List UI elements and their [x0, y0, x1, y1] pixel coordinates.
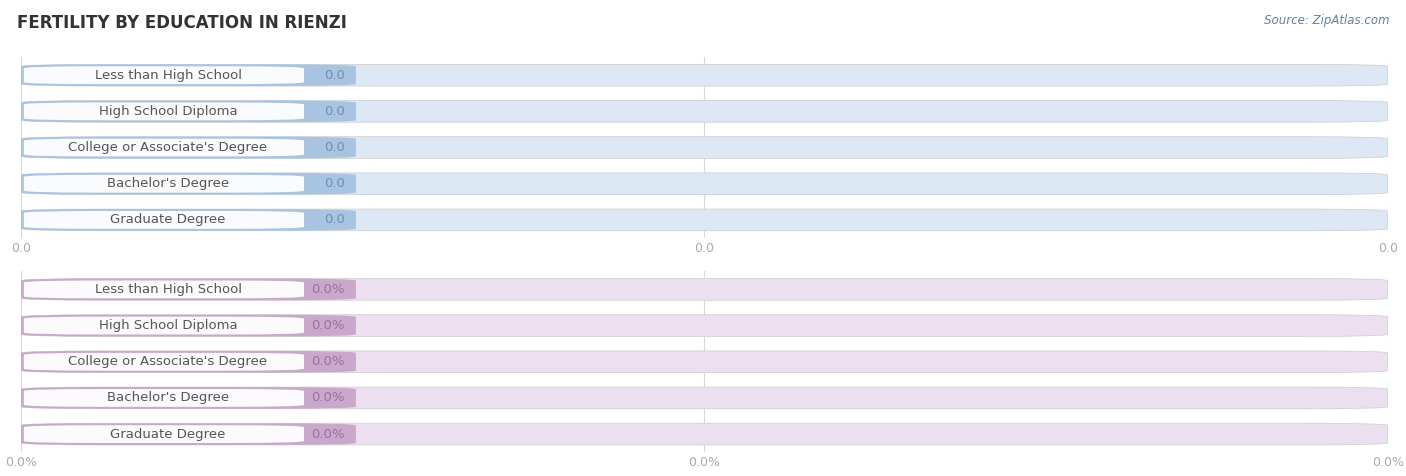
- FancyBboxPatch shape: [21, 137, 356, 159]
- FancyBboxPatch shape: [24, 280, 304, 298]
- FancyBboxPatch shape: [24, 353, 304, 371]
- Text: Bachelor's Degree: Bachelor's Degree: [107, 177, 229, 190]
- FancyBboxPatch shape: [21, 173, 356, 195]
- FancyBboxPatch shape: [24, 139, 304, 157]
- FancyBboxPatch shape: [21, 351, 1388, 373]
- Text: High School Diploma: High School Diploma: [98, 319, 238, 332]
- Text: College or Associate's Degree: College or Associate's Degree: [69, 141, 267, 154]
- FancyBboxPatch shape: [21, 278, 356, 300]
- FancyBboxPatch shape: [21, 64, 356, 86]
- Text: FERTILITY BY EDUCATION IN RIENZI: FERTILITY BY EDUCATION IN RIENZI: [17, 14, 347, 32]
- FancyBboxPatch shape: [21, 209, 356, 231]
- FancyBboxPatch shape: [21, 173, 1388, 195]
- FancyBboxPatch shape: [21, 64, 1388, 86]
- FancyBboxPatch shape: [21, 100, 1388, 122]
- FancyBboxPatch shape: [21, 423, 356, 445]
- Text: 0.0%: 0.0%: [312, 355, 344, 368]
- Text: Less than High School: Less than High School: [94, 283, 242, 296]
- Text: 0.0: 0.0: [325, 105, 344, 118]
- Text: Source: ZipAtlas.com: Source: ZipAtlas.com: [1264, 14, 1389, 27]
- Text: 0.0: 0.0: [325, 177, 344, 190]
- Text: 0.0%: 0.0%: [312, 319, 344, 332]
- Text: 0.0%: 0.0%: [312, 427, 344, 441]
- FancyBboxPatch shape: [24, 317, 304, 335]
- FancyBboxPatch shape: [24, 389, 304, 407]
- Text: 0.0: 0.0: [325, 69, 344, 82]
- Text: Graduate Degree: Graduate Degree: [110, 427, 226, 441]
- Text: Bachelor's Degree: Bachelor's Degree: [107, 391, 229, 405]
- Text: 0.0: 0.0: [325, 213, 344, 227]
- FancyBboxPatch shape: [24, 175, 304, 193]
- FancyBboxPatch shape: [21, 351, 356, 373]
- FancyBboxPatch shape: [21, 100, 356, 122]
- FancyBboxPatch shape: [24, 211, 304, 229]
- Text: Graduate Degree: Graduate Degree: [110, 213, 226, 227]
- Text: High School Diploma: High School Diploma: [98, 105, 238, 118]
- Text: 0.0%: 0.0%: [312, 283, 344, 296]
- Text: Less than High School: Less than High School: [94, 69, 242, 82]
- Text: 0.0%: 0.0%: [312, 391, 344, 405]
- FancyBboxPatch shape: [21, 209, 1388, 231]
- FancyBboxPatch shape: [21, 315, 356, 337]
- FancyBboxPatch shape: [21, 137, 1388, 159]
- FancyBboxPatch shape: [24, 66, 304, 84]
- FancyBboxPatch shape: [21, 278, 1388, 300]
- FancyBboxPatch shape: [24, 425, 304, 443]
- FancyBboxPatch shape: [21, 387, 356, 409]
- FancyBboxPatch shape: [21, 315, 1388, 337]
- FancyBboxPatch shape: [21, 423, 1388, 445]
- FancyBboxPatch shape: [21, 387, 1388, 409]
- FancyBboxPatch shape: [24, 102, 304, 120]
- Text: College or Associate's Degree: College or Associate's Degree: [69, 355, 267, 368]
- Text: 0.0: 0.0: [325, 141, 344, 154]
